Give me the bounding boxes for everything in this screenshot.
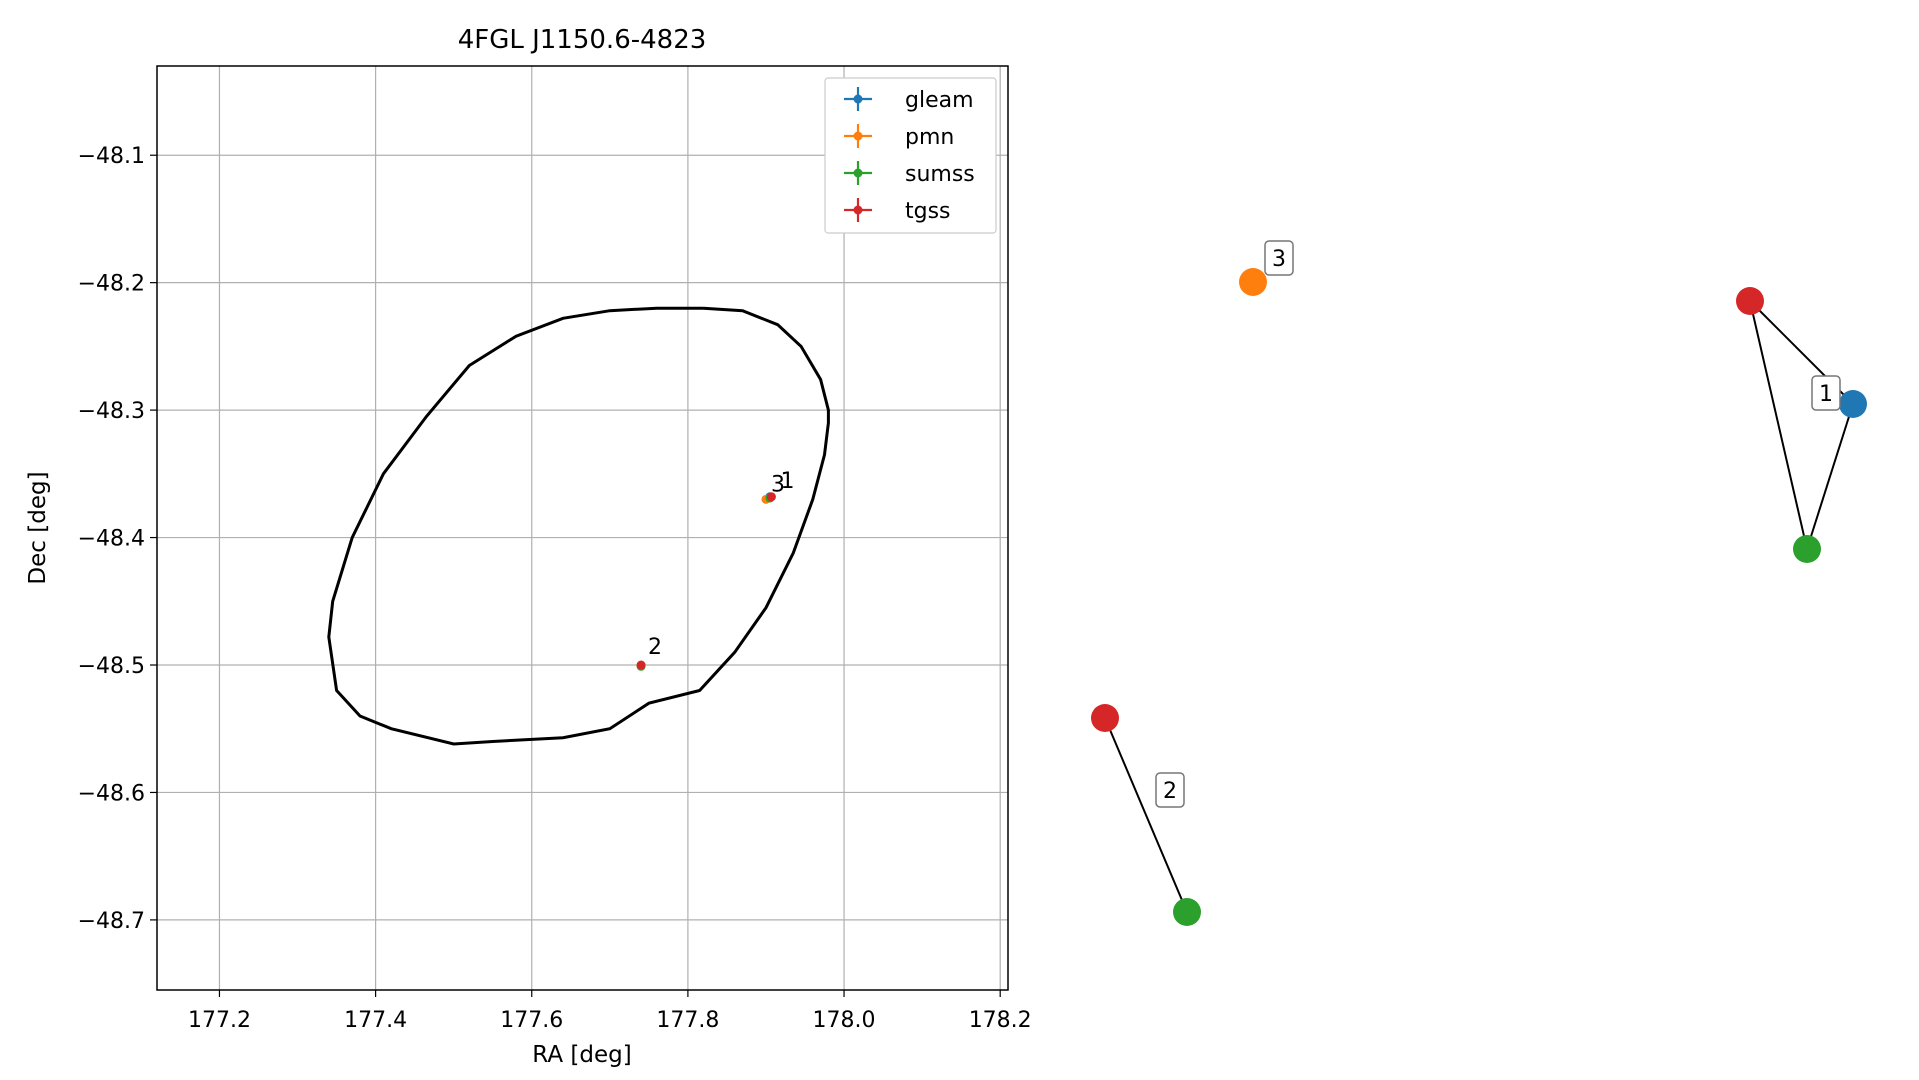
x-tick-label: 177.4	[344, 1008, 407, 1033]
point-annotation: 2	[648, 635, 662, 660]
graph-label: 1	[1819, 382, 1833, 407]
graph-node-gleam	[1839, 390, 1867, 418]
x-tick-label: 178.0	[813, 1008, 876, 1033]
graph-node-sumss	[1173, 898, 1201, 926]
y-tick-label: −48.2	[78, 272, 145, 297]
y-axis-label: Dec [deg]	[25, 471, 51, 584]
axes-frame	[156, 65, 1009, 991]
graph-cluster-labels: 3 1 2	[1155, 240, 1841, 808]
y-axis-ticks: −48.1 −48.2 −48.3 −48.4 −48.5 −48.6 −48.7	[78, 144, 157, 934]
legend-items: gleam pmn sumss tgss	[844, 87, 975, 224]
y-tick-label: −48.4	[78, 527, 145, 552]
graph-node-tgss	[1091, 704, 1119, 732]
x-axis-ticks: 177.2 177.4 177.6 177.8 178.0 178.2	[188, 990, 1032, 1033]
graph-label: 3	[1272, 247, 1286, 272]
error-ellipse	[327, 306, 830, 746]
graph-label-box	[1155, 772, 1185, 808]
legend-marker-tgss	[853, 205, 863, 215]
data-point-tgss	[766, 492, 776, 502]
legend-marker-pmn	[853, 131, 863, 141]
graph-edge	[1749, 300, 1808, 550]
x-axis-label: RA [deg]	[532, 1042, 631, 1068]
graph-label-box	[1264, 240, 1294, 276]
point-annotation: 1	[780, 469, 794, 494]
grid	[157, 66, 1008, 990]
plot-title: 4FGL J1150.6-4823	[458, 25, 707, 55]
legend-label-gleam: gleam	[905, 88, 974, 113]
error-ellipse-outline	[327, 306, 830, 746]
legend-marker-gleam	[853, 94, 863, 104]
point-annotations: 31 2	[648, 469, 794, 660]
graph-node-sumss	[1793, 535, 1821, 563]
graph-panel: 3 1 2	[1091, 240, 1867, 926]
legend-marker-sumss	[853, 168, 863, 178]
x-tick-label: 177.8	[656, 1008, 719, 1033]
graph-edges	[1104, 300, 1854, 913]
graph-label-box	[1811, 375, 1841, 411]
graph-edge	[1104, 717, 1188, 913]
scatter-panel: 4FGL J1150.6-4823 312 177.2 177.4 177.6 177…	[25, 25, 1032, 1068]
x-tick-label: 178.2	[969, 1008, 1032, 1033]
y-tick-label: −48.5	[78, 654, 145, 679]
graph-node-tgss	[1736, 287, 1764, 315]
data-point-tgss	[636, 660, 646, 670]
y-tick-label: −48.1	[78, 144, 145, 169]
y-tick-label: −48.6	[78, 781, 145, 806]
data-points	[636, 492, 776, 671]
y-tick-label: −48.7	[78, 909, 145, 934]
legend: gleam pmn sumss tgss	[824, 77, 997, 234]
graph-nodes	[1091, 268, 1867, 926]
legend-label-tgss: tgss	[905, 199, 951, 224]
graph-label: 2	[1163, 779, 1177, 804]
legend-label-pmn: pmn	[905, 125, 954, 150]
x-tick-label: 177.2	[188, 1008, 251, 1033]
legend-frame	[824, 77, 997, 234]
x-tick-label: 177.6	[500, 1008, 563, 1033]
graph-edge	[1806, 403, 1854, 550]
y-tick-label: −48.3	[78, 399, 145, 424]
point-annotation: 3	[771, 472, 785, 497]
graph-node-pmn	[1239, 268, 1267, 296]
legend-label-sumss: sumss	[905, 162, 975, 187]
